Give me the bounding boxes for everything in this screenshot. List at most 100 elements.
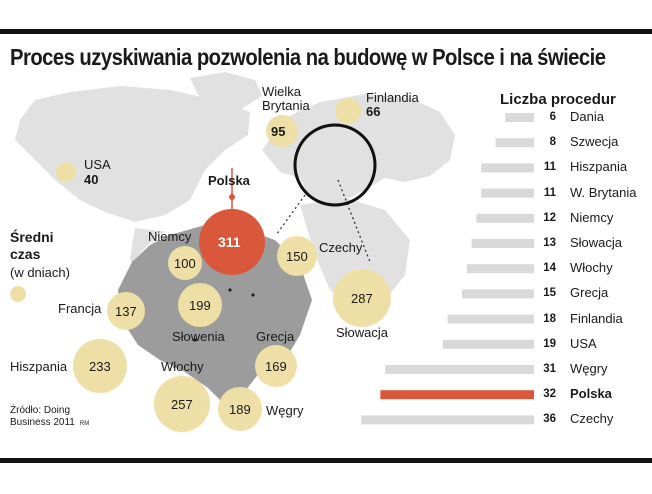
- procedure-country: USA: [570, 335, 597, 351]
- procedures-bars: [361, 113, 534, 425]
- value-hungary: 189: [229, 402, 251, 417]
- procedure-value: 31: [543, 363, 556, 375]
- label-uk-line2: Brytania: [262, 98, 310, 113]
- procedure-bar: [442, 339, 534, 349]
- procedure-bar: [476, 213, 534, 223]
- label-slovenia: Słowenia: [172, 329, 225, 344]
- label-hungary: Węgry: [266, 403, 304, 418]
- value-slovenia: 199: [189, 298, 211, 313]
- europe-dots: [193, 288, 255, 342]
- bubble-slovenia: [178, 283, 222, 327]
- procedure-country: Słowacja: [570, 235, 623, 250]
- bubble-spain: [73, 339, 127, 393]
- bubble-germany: [168, 246, 202, 280]
- legend-title-line2: czas: [10, 246, 41, 262]
- source-note: Źródło: Doing Business 2011 RM: [10, 405, 89, 430]
- bubble-hungary: [218, 387, 262, 431]
- procedure-country: Finlandia: [570, 310, 623, 326]
- value-uk: 95: [271, 124, 286, 139]
- page-title: Proces uzyskiwania pozwolenia na budowę …: [10, 44, 606, 70]
- legend-title-line1: Średni: [10, 229, 54, 245]
- procedure-bar: [385, 365, 534, 374]
- value-czech: 150: [286, 249, 308, 264]
- procedure-value: 32: [543, 388, 556, 401]
- value-italy: 257: [171, 397, 193, 412]
- value-germany: 100: [174, 256, 196, 271]
- procedure-bar: [481, 163, 534, 173]
- procedure-country: Hiszpania: [570, 159, 628, 175]
- procedure-value: 19: [543, 337, 556, 350]
- top-rule: [0, 29, 652, 34]
- label-uk-line1: Wielka: [262, 84, 302, 99]
- procedure-value: 12: [543, 211, 556, 224]
- label-czech: Czechy: [319, 240, 363, 255]
- procedure-bar: [361, 415, 534, 425]
- procedure-value: 6: [549, 111, 556, 123]
- procedure-value: 18: [543, 312, 556, 325]
- legend-dot: [10, 286, 26, 302]
- label-germany: Niemcy: [148, 229, 192, 244]
- procedure-country: W. Brytania: [570, 184, 637, 200]
- value-slovakia: 287: [351, 291, 373, 306]
- label-slovakia: Słowacja: [336, 325, 389, 340]
- legend-subtitle: (w dniach): [10, 265, 70, 280]
- label-usa: USA: [84, 157, 111, 172]
- value-usa: 40: [84, 172, 99, 187]
- bubble-greece: [255, 345, 297, 387]
- label-finland: Finlandia: [366, 90, 419, 105]
- bottom-rule: [0, 458, 652, 463]
- bubble-italy: [154, 376, 210, 432]
- procedure-value: 11: [543, 161, 556, 174]
- greenland-shape: [190, 72, 262, 110]
- eurasia-shape: [262, 94, 455, 205]
- value-poland: 311: [218, 234, 241, 250]
- label-poland: Polska: [208, 173, 250, 188]
- procedure-country: Dania: [570, 109, 604, 124]
- source-line2: Business 2011 RM: [10, 417, 89, 430]
- source-mark: RM: [79, 421, 90, 427]
- procedure-value: 8: [549, 136, 556, 149]
- value-finland: 66: [366, 104, 381, 119]
- label-greece: Grecja: [256, 329, 295, 344]
- bubble-poland: [199, 209, 265, 275]
- procedure-bar: [481, 188, 534, 198]
- procedure-value: 36: [543, 413, 556, 426]
- procedure-country: Polska: [570, 386, 612, 402]
- value-france: 137: [115, 304, 137, 319]
- procedure-value: 11: [543, 186, 556, 199]
- bubble-usa: [56, 162, 76, 182]
- bubble-finland: [335, 98, 361, 124]
- procedure-country: Szwecja: [570, 134, 619, 150]
- procedure-value: 13: [543, 237, 556, 249]
- procedure-bar: [380, 390, 534, 400]
- north-america-shape: [15, 86, 250, 222]
- bubble-slovakia: [333, 269, 391, 327]
- bubble-uk: [266, 115, 298, 147]
- source-line1: Źródło: Doing: [10, 405, 71, 416]
- procedure-value: 15: [543, 287, 556, 300]
- legend-title: Średni czas: [10, 229, 54, 263]
- procedure-bar: [462, 289, 534, 299]
- procedure-bar: [495, 138, 534, 148]
- label-spain: Hiszpania: [10, 359, 68, 374]
- bubble-france: [107, 292, 145, 330]
- procedure-country: Włochy: [570, 260, 613, 276]
- value-spain: 233: [89, 359, 111, 374]
- procedure-country: Niemcy: [570, 209, 614, 225]
- europe-highlight-circle: [293, 123, 377, 207]
- procedure-country: Grecja: [570, 285, 609, 301]
- label-italy: Włochy: [161, 359, 204, 374]
- bubbles: [56, 98, 391, 432]
- source-line2-text: Business 2011: [10, 417, 75, 428]
- procedure-bar: [447, 314, 534, 324]
- procedure-bar: [466, 264, 534, 274]
- procedure-value: 14: [543, 262, 556, 275]
- procedure-country: Węgry: [570, 361, 608, 376]
- procedure-bar: [505, 113, 534, 122]
- label-france: Francja: [58, 301, 102, 316]
- procedure-bar: [471, 239, 534, 248]
- poland-marker: [229, 194, 235, 200]
- procedure-country: Czechy: [570, 411, 614, 427]
- value-greece: 169: [265, 359, 287, 374]
